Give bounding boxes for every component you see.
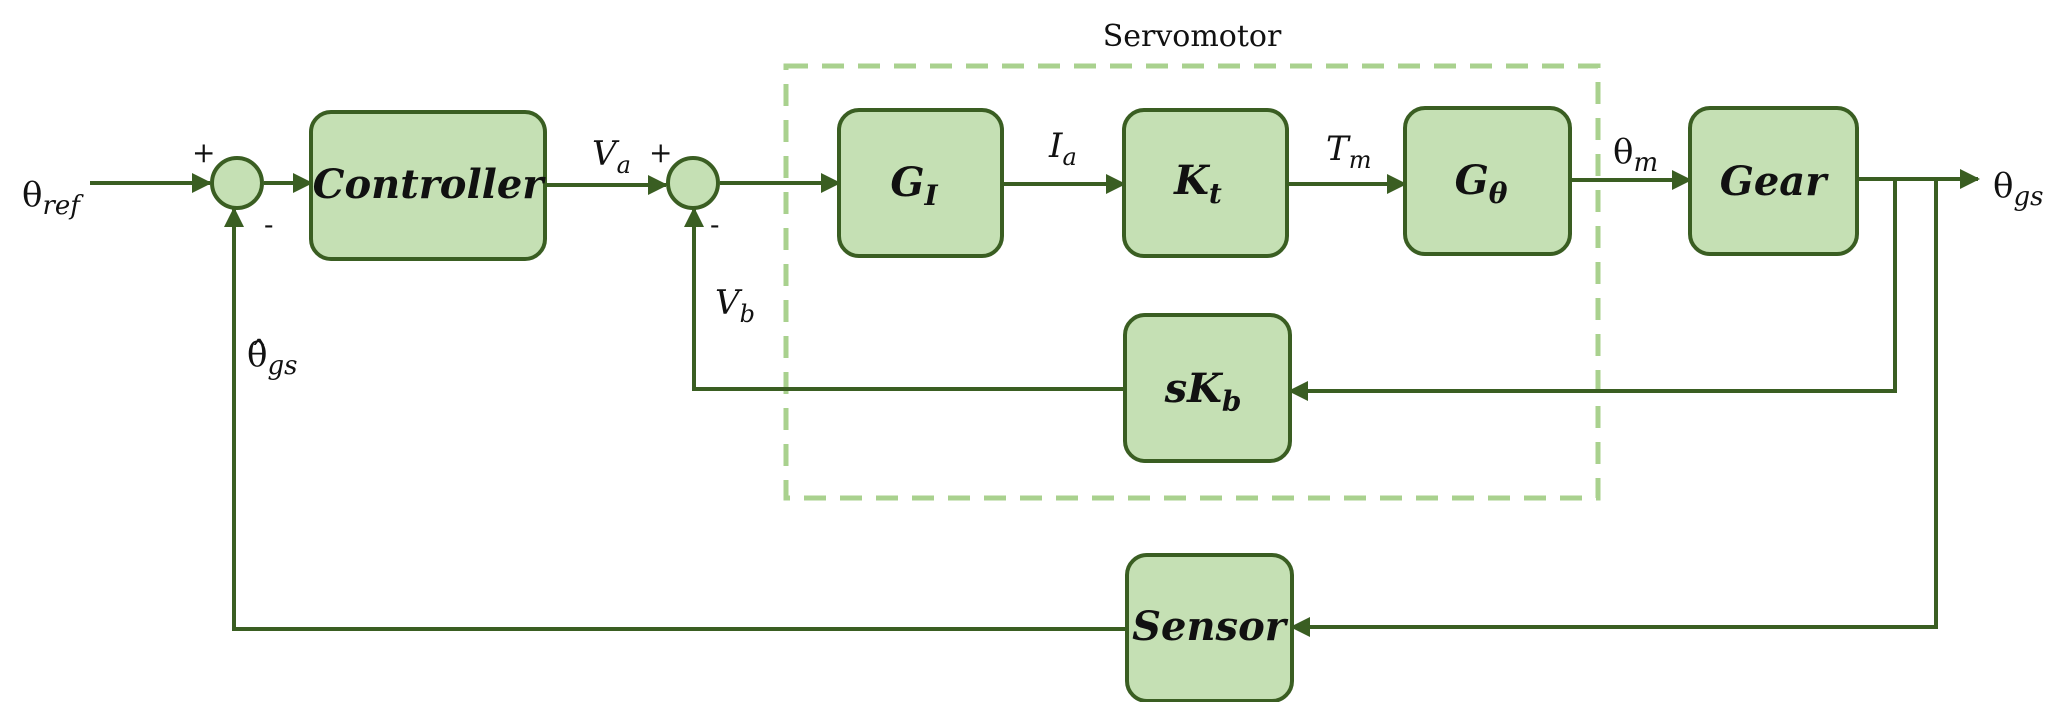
gear-label: Gear xyxy=(1720,158,1830,205)
gear-block xyxy=(1688,106,1859,256)
sensor-feedback-wire xyxy=(224,207,1127,631)
skb-block xyxy=(1123,313,1292,463)
sensor-label: Sensor xyxy=(1132,603,1289,650)
theta-ref-label: θref xyxy=(22,175,84,221)
sum2-plus-sign: + xyxy=(649,136,672,169)
sensor-input-wire xyxy=(1290,179,1938,637)
summing-junction-2 xyxy=(666,156,720,210)
theta-m-label: θm xyxy=(1613,132,1658,178)
gtheta-block xyxy=(1403,106,1572,256)
ia-label: Ia xyxy=(1048,126,1077,171)
vb-label: Vb xyxy=(715,283,755,328)
kt-block xyxy=(1122,108,1289,258)
vb-feedback-wire xyxy=(684,207,1125,391)
theta-hat-gs-label: θ̂gs xyxy=(247,335,297,381)
va-label: Va xyxy=(592,134,631,179)
skb-feedback-wire xyxy=(1288,179,1897,401)
tm-label: Tm xyxy=(1326,129,1371,174)
gi-label: GI xyxy=(890,159,938,212)
controller-block xyxy=(309,110,547,261)
sum1-plus-sign: + xyxy=(192,136,215,169)
summing-junction-1 xyxy=(210,156,264,210)
servomotor-label: Servomotor xyxy=(1103,19,1282,54)
sum2-minus-sign: - xyxy=(710,208,719,241)
servomotor-boundary xyxy=(783,63,1601,501)
gtheta-label: Gθ xyxy=(1455,157,1508,210)
sum1-minus-sign: - xyxy=(264,208,273,241)
kt-label: Kt xyxy=(1173,157,1222,210)
controller-label: Controller xyxy=(313,161,547,208)
skb-label: sKb xyxy=(1164,365,1242,418)
theta-gs-label: θgs xyxy=(1993,166,2043,212)
sensor-block xyxy=(1125,553,1294,702)
gi-block xyxy=(837,108,1004,258)
